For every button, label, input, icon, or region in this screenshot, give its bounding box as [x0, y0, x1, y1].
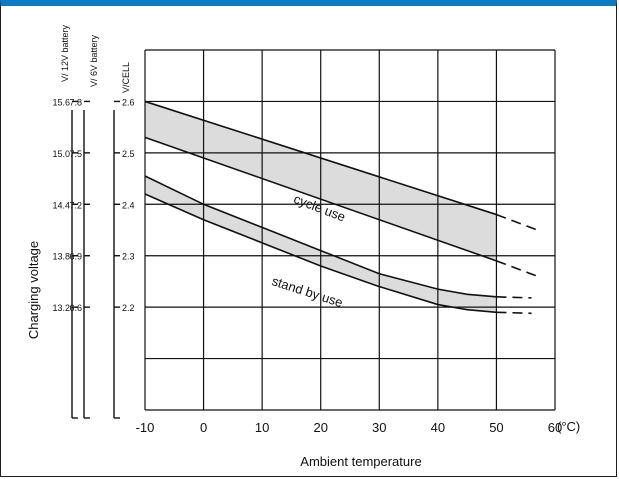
y-tick-label-0: 2.3: [122, 252, 135, 262]
y-axis-title: Charging voltage: [26, 241, 41, 339]
x-tick-label: -10: [136, 420, 155, 435]
y-axis-6v-name: V/ 6V battery: [89, 34, 99, 87]
y-tick-label-2: 13.8: [52, 252, 70, 262]
x-tick-label: 0: [200, 420, 207, 435]
band-upper-extension-1: [496, 296, 532, 299]
band-label-stand-by-use: stand by use: [270, 273, 345, 310]
y-tick-label-0: 2.6: [122, 97, 135, 107]
y-tick-label-2: 13.2: [52, 303, 70, 313]
y-tick-label-0: 2.4: [122, 200, 135, 210]
x-tick-label: 60: [548, 420, 562, 435]
y-tick-label-2: 15.0: [52, 149, 70, 159]
x-tick-label: 20: [313, 420, 327, 435]
x-unit-label: (°C): [557, 419, 580, 434]
y-tick-label-0: 2.2: [122, 303, 135, 313]
y-tick-label-1: 6.9: [69, 252, 82, 262]
band-lower-extension-1: [496, 311, 532, 315]
band-upper-line-1: [144, 175, 497, 298]
y-tick-label-1: 6.6: [69, 303, 82, 313]
x-tick-label: 50: [489, 420, 503, 435]
y-tick-label-1: 7.2: [69, 200, 82, 210]
y-tick-label-0: 2.5: [122, 149, 135, 159]
x-tick-label: 30: [372, 420, 386, 435]
y-axis-cell-name: V/CELL: [121, 62, 131, 93]
band-lower-line-1: [144, 193, 497, 314]
y-tick-label-2: 15.6: [52, 97, 70, 107]
y-tick-label-1: 7.8: [69, 97, 82, 107]
y-tick-label-2: 14.4: [52, 200, 70, 210]
x-axis-title: Ambient temperature: [300, 454, 421, 469]
band-lower-extension-0: [496, 260, 538, 278]
x-tick-label: 10: [255, 420, 269, 435]
band-fill-1: [145, 176, 497, 313]
y-axis-12v-name: V/ 12V battery: [60, 24, 70, 82]
x-tick-label: 40: [431, 420, 445, 435]
y-tick-label-1: 7.5: [69, 149, 82, 159]
band-upper-extension-0: [496, 213, 538, 231]
